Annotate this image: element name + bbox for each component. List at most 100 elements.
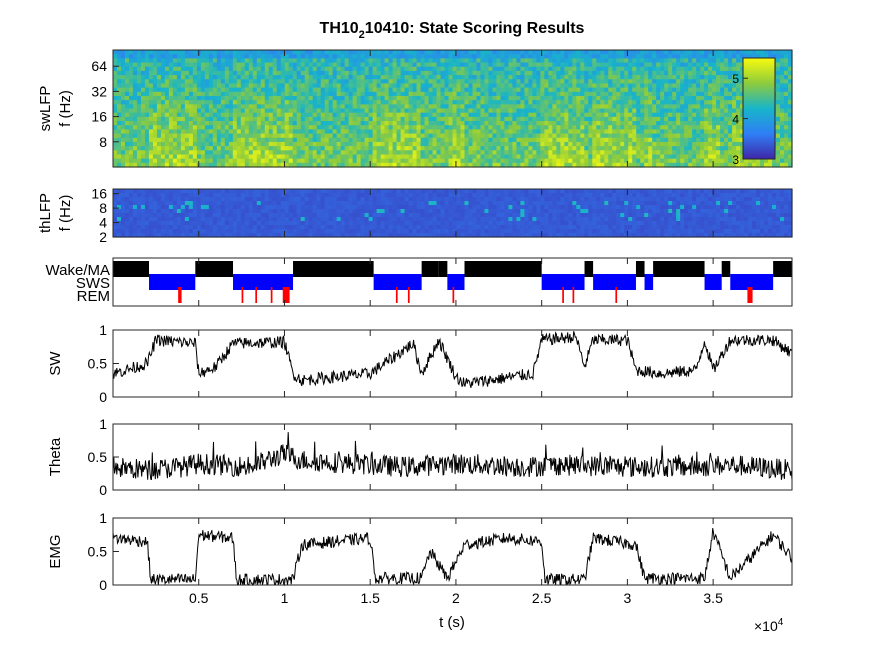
spectrogram-cell xyxy=(676,121,681,126)
spectrogram-cell xyxy=(453,125,458,130)
spectrogram-cell xyxy=(321,67,326,72)
spectrogram-cell xyxy=(636,83,641,88)
spectrogram-cell xyxy=(552,109,557,114)
spectrogram-cell xyxy=(449,50,454,55)
spectrogram-cell xyxy=(417,121,422,126)
spectrogram-cell xyxy=(397,104,402,109)
spectrogram-cell xyxy=(281,63,286,68)
spectrogram-cell xyxy=(608,79,613,84)
spectrogram-cell xyxy=(660,88,665,93)
spectrogram-cell xyxy=(592,109,597,114)
spectrogram-cell xyxy=(449,150,454,155)
spectrogram-cell xyxy=(724,58,729,63)
spectrogram-cell xyxy=(524,83,529,88)
spectrogram-cell xyxy=(125,100,130,105)
spectrogram-cell xyxy=(692,50,697,55)
spectrogram-cell xyxy=(189,79,194,84)
spectrogram-cell xyxy=(257,63,262,68)
spectrogram-cell xyxy=(417,125,422,130)
spectrogram-cell xyxy=(616,134,621,139)
spectrogram-cell xyxy=(600,138,605,143)
spectrogram-cell xyxy=(193,75,198,80)
spectrogram-cell xyxy=(117,150,122,155)
spectrogram-cell xyxy=(229,71,234,76)
spectrogram-cell xyxy=(496,100,501,105)
spectrogram-cell xyxy=(656,117,661,122)
spectrogram-cell xyxy=(460,134,465,139)
spectrogram-cell xyxy=(145,121,150,126)
spectrogram-cell xyxy=(217,113,222,118)
spectrogram-cell xyxy=(445,58,450,63)
spectrogram-cell xyxy=(596,50,601,55)
spectrogram-cell xyxy=(213,88,218,93)
spectrogram-cell xyxy=(600,142,605,147)
spectrogram-cell xyxy=(776,50,781,55)
spectrogram-cell xyxy=(261,113,266,118)
spectrogram-cell xyxy=(177,197,182,202)
spectrogram-cell xyxy=(237,121,242,126)
spectrogram-cell xyxy=(341,58,346,63)
spectrogram-cell xyxy=(704,129,709,134)
spectrogram-cell xyxy=(161,79,166,84)
spectrogram-cell xyxy=(612,58,617,63)
spectrogram-cell xyxy=(177,54,182,59)
spectrogram-cell xyxy=(349,134,354,139)
spectrogram-cell xyxy=(480,150,485,155)
spectrogram-cell xyxy=(628,134,633,139)
spectrogram-cell xyxy=(353,100,358,105)
spectrogram-cell xyxy=(321,58,326,63)
spectrogram-cell xyxy=(233,159,238,164)
spectrogram-cell xyxy=(373,83,378,88)
spectrogram-cell xyxy=(285,50,290,55)
spectrogram-cell xyxy=(245,121,250,126)
spectrogram-cell xyxy=(552,92,557,97)
spectrogram-cell xyxy=(516,83,521,88)
spectrogram-cell xyxy=(616,159,621,164)
spectrogram-cell xyxy=(648,117,653,122)
spectrogram-cell xyxy=(496,142,501,147)
spectrogram-cell xyxy=(492,113,497,118)
spectrogram-cell xyxy=(668,142,673,147)
spectrogram-cell xyxy=(708,125,713,130)
spectrogram-cell xyxy=(301,125,306,130)
spectrogram-cell xyxy=(293,96,298,101)
spectrogram-cell xyxy=(676,100,681,105)
spectrogram-cell xyxy=(193,109,198,114)
spectrogram-cell xyxy=(117,201,122,206)
spectrogram-cell xyxy=(556,134,561,139)
spectrogram-cell xyxy=(277,67,282,72)
spectrogram-cell xyxy=(249,121,254,126)
spectrogram-cell xyxy=(193,129,198,134)
spectrogram-cell xyxy=(177,104,182,109)
spectrogram-cell xyxy=(293,125,298,130)
spectrogram-cell xyxy=(153,121,158,126)
spectrogram-cell xyxy=(149,125,154,130)
spectrogram-cell xyxy=(341,88,346,93)
spectrogram-cell xyxy=(181,92,186,97)
spectrogram-cell xyxy=(620,121,625,126)
spectrogram-cell xyxy=(528,142,533,147)
spectrogram-cell xyxy=(249,75,254,80)
spectrogram-cell xyxy=(117,129,122,134)
spectrogram-cell xyxy=(732,54,737,59)
spectrogram-cell xyxy=(177,92,182,97)
spectrogram-cell xyxy=(628,58,633,63)
spectrogram-cell xyxy=(552,79,557,84)
spectrogram-cell xyxy=(161,229,166,234)
spectrogram-cell xyxy=(357,88,362,93)
spectrogram-cell xyxy=(309,150,314,155)
spectrogram-cell xyxy=(217,129,222,134)
spectrogram-cell xyxy=(289,63,294,68)
spectrogram-cell xyxy=(460,75,465,80)
spectrogram-cell xyxy=(628,138,633,143)
spectrogram-cell xyxy=(273,83,278,88)
spectrogram-cell xyxy=(165,104,170,109)
spectrogram-cell xyxy=(357,129,362,134)
spectrogram-cell xyxy=(684,113,689,118)
spectrogram-cell xyxy=(285,113,290,118)
spectrogram-cell xyxy=(704,125,709,130)
spectrogram-cell xyxy=(456,142,461,147)
spectrogram-cell xyxy=(365,83,370,88)
spectrogram-cell xyxy=(449,54,454,59)
spectrogram-cell xyxy=(660,138,665,143)
